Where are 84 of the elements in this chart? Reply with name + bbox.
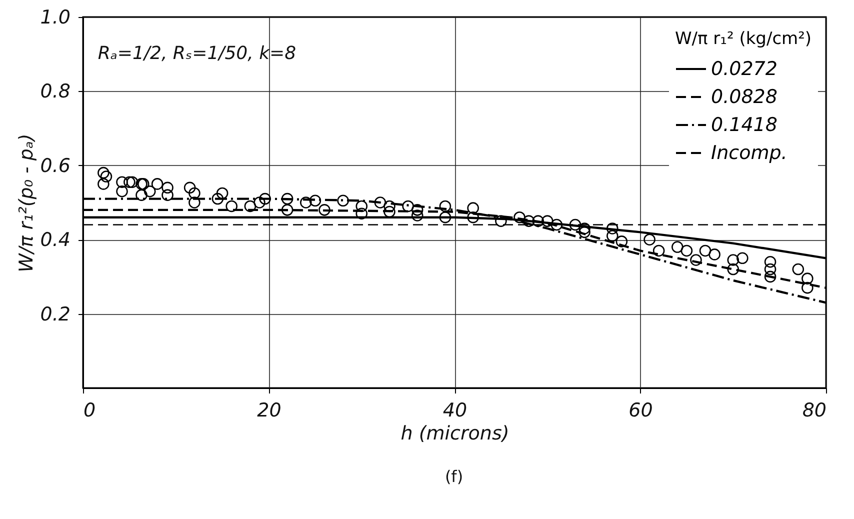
point <box>727 263 740 276</box>
point <box>708 248 720 260</box>
legend-title: W/π r₁² (kg/cm²) <box>675 29 812 49</box>
point <box>281 192 294 205</box>
point <box>606 222 618 234</box>
point <box>151 178 164 190</box>
point <box>672 241 684 253</box>
y-axis-title: W/π r₁²(p₀ - pₐ) <box>15 134 38 272</box>
x-tick-label: 40 <box>442 400 468 422</box>
point <box>467 211 479 224</box>
point <box>98 178 110 190</box>
point <box>374 196 386 208</box>
point <box>212 192 224 205</box>
point <box>136 189 148 201</box>
x-tick-label: 0 <box>84 400 96 422</box>
point <box>188 187 200 200</box>
point <box>522 215 535 227</box>
point <box>690 254 702 266</box>
point <box>244 200 256 212</box>
point <box>439 211 452 224</box>
point <box>309 194 322 207</box>
point <box>802 282 814 294</box>
point <box>126 176 138 188</box>
point <box>184 182 196 194</box>
y-tick-label: 0.8 <box>40 80 70 103</box>
point <box>652 244 665 257</box>
point <box>356 200 368 212</box>
text: (f) <box>444 467 464 486</box>
point <box>384 200 396 212</box>
point <box>467 202 479 214</box>
point <box>411 210 424 222</box>
point <box>226 200 238 212</box>
point <box>532 215 544 227</box>
point <box>569 218 582 231</box>
point <box>162 182 174 194</box>
point <box>606 230 618 242</box>
point <box>727 254 740 266</box>
point <box>411 204 424 216</box>
x-axis-title: h (microns) <box>400 422 510 444</box>
point <box>514 211 526 224</box>
y-tick-label: 0.2 <box>40 303 70 326</box>
point <box>439 200 452 212</box>
x-tick-label: 60 <box>628 400 653 422</box>
point <box>318 204 330 216</box>
point <box>616 236 628 248</box>
point <box>578 226 590 238</box>
point <box>550 218 563 231</box>
point <box>124 176 136 188</box>
point <box>116 176 128 188</box>
point <box>764 263 776 276</box>
point <box>764 270 776 283</box>
y-tick-label: 0.6 <box>40 154 70 177</box>
point <box>764 256 776 268</box>
point <box>300 196 312 208</box>
legend-label: 0.0272 <box>711 58 778 80</box>
point <box>356 208 368 220</box>
point <box>254 196 266 208</box>
point <box>802 272 814 284</box>
x-tick-label: 20 <box>257 400 282 422</box>
legend-label: 0.1418 <box>711 114 778 136</box>
point <box>337 194 349 207</box>
point <box>699 244 712 257</box>
legend-label: Incomp. <box>711 142 788 164</box>
point <box>384 206 396 218</box>
point <box>680 244 693 257</box>
point <box>98 166 110 179</box>
point <box>644 234 656 246</box>
point <box>259 192 271 205</box>
point <box>402 200 414 212</box>
point <box>100 170 112 182</box>
point <box>144 185 156 198</box>
point <box>216 187 228 200</box>
point <box>736 252 748 264</box>
y-tick-label: 1.0 <box>40 6 70 28</box>
point <box>495 215 507 227</box>
point <box>541 215 554 227</box>
x-tick-label: 80 <box>802 400 826 422</box>
point <box>116 185 128 198</box>
point <box>281 204 294 216</box>
y-tick-label: 0.4 <box>40 229 70 252</box>
legend-label: 0.0828 <box>711 86 778 108</box>
point <box>188 196 200 208</box>
point <box>162 189 174 201</box>
point <box>792 263 804 276</box>
